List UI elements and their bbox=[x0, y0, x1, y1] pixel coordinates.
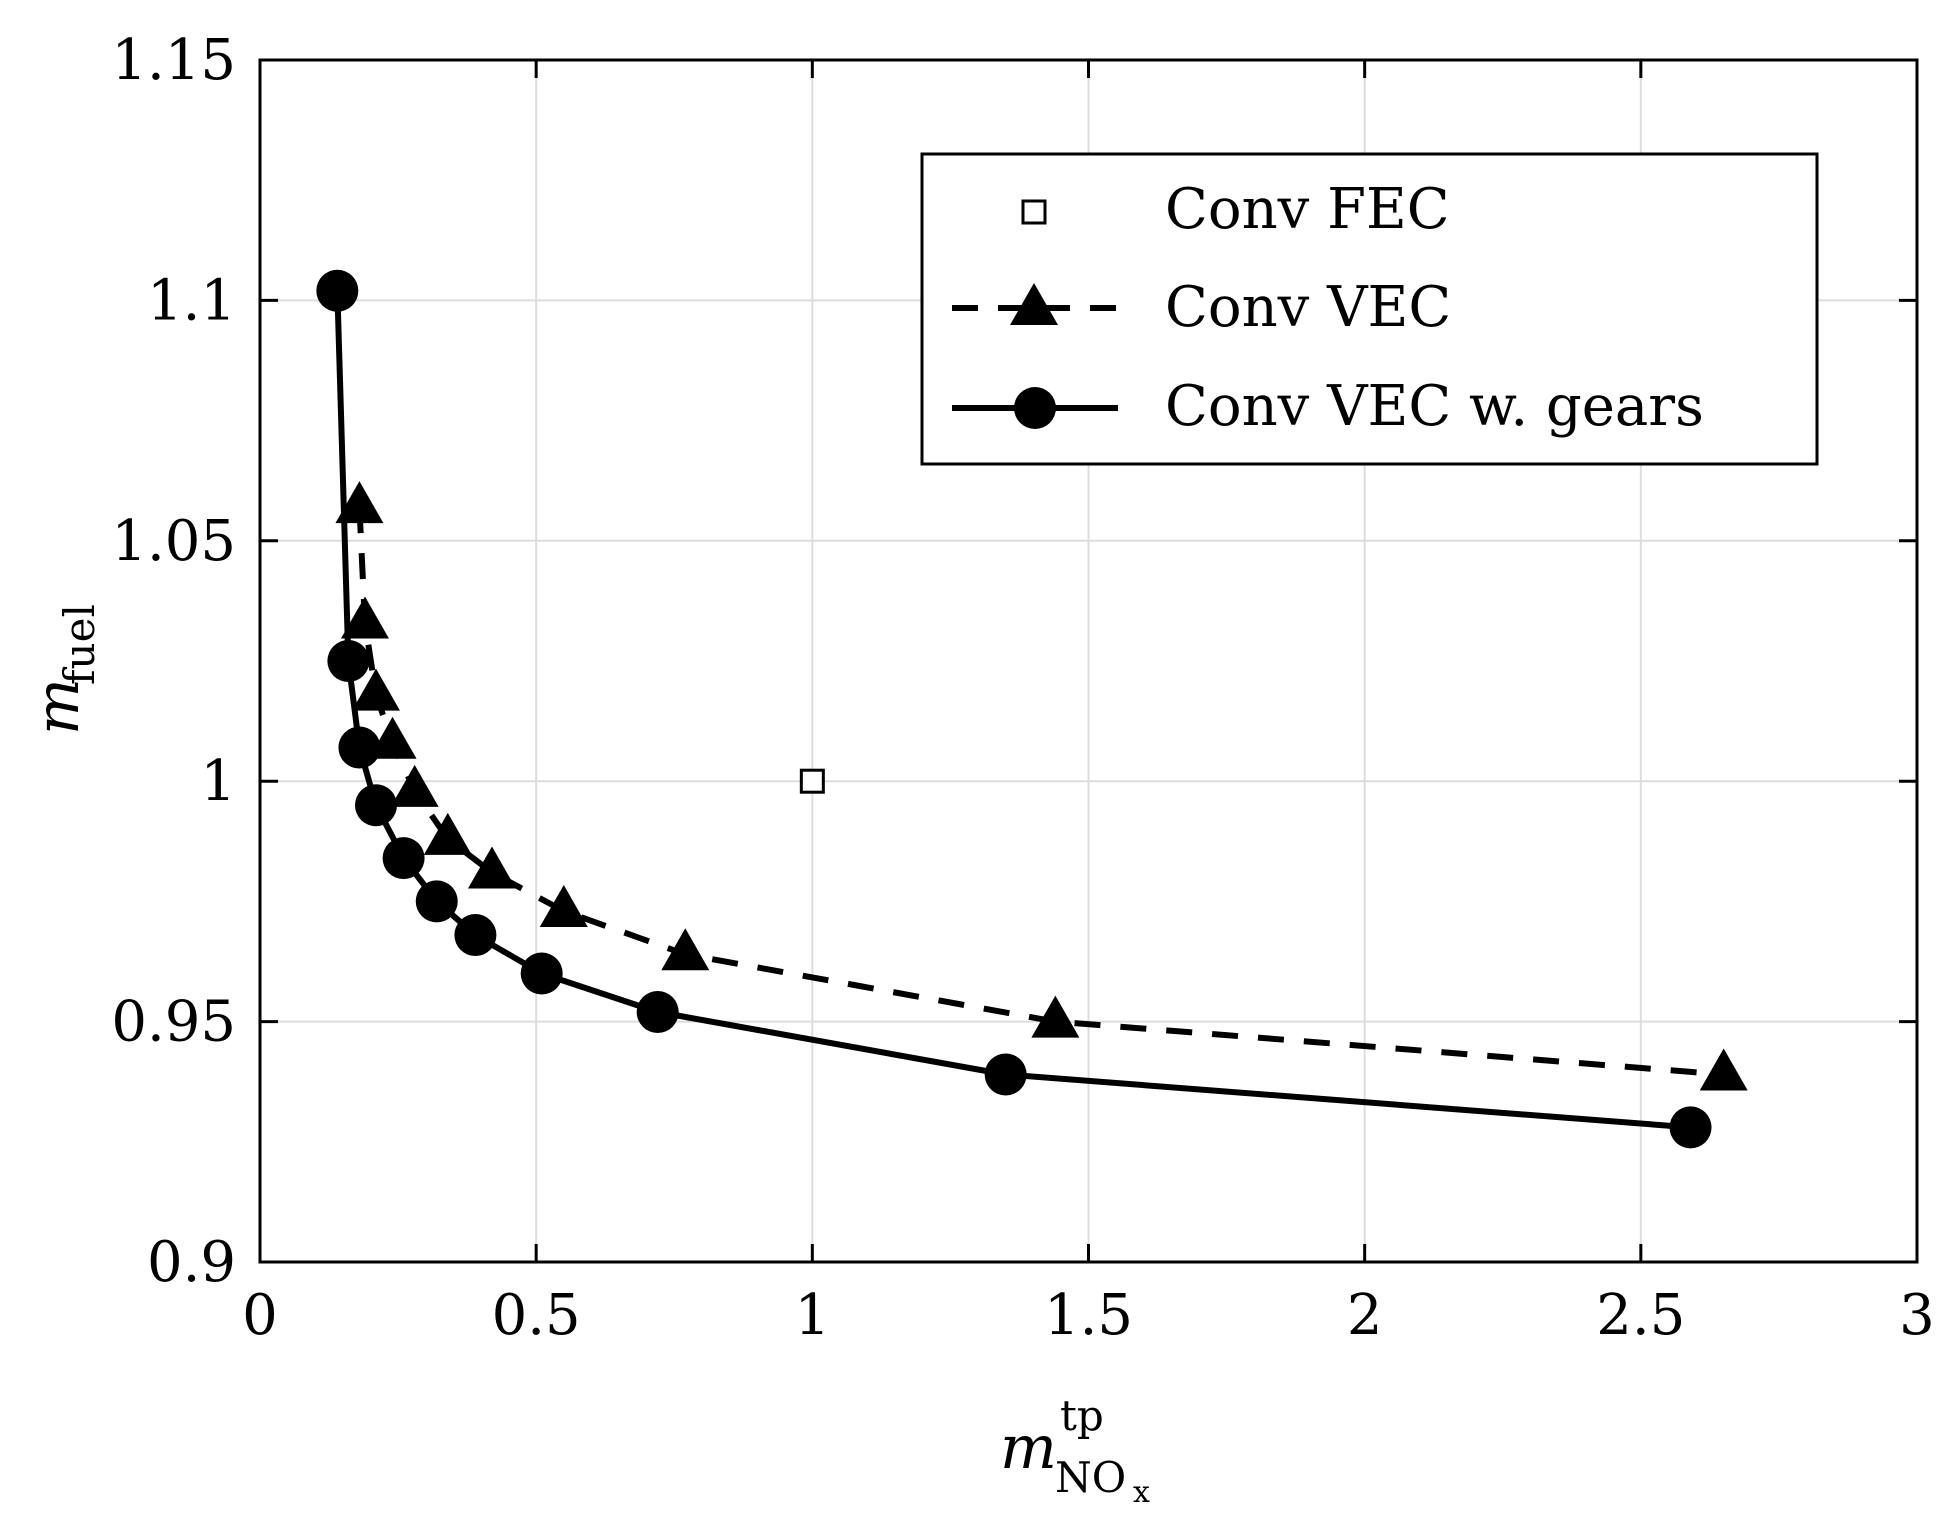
conv-vec-point bbox=[467, 846, 516, 889]
legend-box bbox=[920, 152, 1819, 466]
conv-vec-point bbox=[423, 812, 472, 855]
y-axis-label-sub: fuel bbox=[55, 604, 104, 685]
conv-vec-gears-point bbox=[354, 784, 397, 827]
legend-label-conv-vec: Conv VEC bbox=[1165, 275, 1451, 340]
conv-vec-point bbox=[351, 668, 400, 711]
legend-marker-circle bbox=[1014, 387, 1056, 429]
conv-vec-gears-point bbox=[520, 952, 563, 995]
y-tick-label: 0.95 bbox=[111, 990, 236, 1055]
conv-fec-point bbox=[799, 768, 825, 794]
conv-vec-point bbox=[368, 716, 417, 759]
y-axis-label-base: m bbox=[23, 678, 93, 735]
conv-vec-point bbox=[1699, 1048, 1748, 1091]
legend: Conv FEC Conv VEC Conv VEC w. gears bbox=[920, 152, 1819, 466]
conv-vec-gears-point bbox=[454, 914, 497, 957]
conv-vec-line bbox=[356, 507, 1724, 1078]
conv-vec-gears-point bbox=[1669, 1106, 1712, 1149]
x-tick-label: 2 bbox=[1347, 1283, 1383, 1348]
y-tick-label: 1 bbox=[200, 749, 236, 814]
axis-ticks bbox=[258, 58, 1919, 1264]
y-tick-label: 0.9 bbox=[147, 1230, 236, 1295]
y-tick-label: 1.15 bbox=[111, 28, 236, 93]
conv-vec-point bbox=[390, 764, 439, 807]
conv-vec-gears-point bbox=[338, 726, 381, 769]
x-tick-label: 3 bbox=[1899, 1283, 1935, 1348]
y-tick-label: 1.1 bbox=[147, 268, 236, 333]
conv-vec-point bbox=[340, 596, 389, 639]
conv-vec-point bbox=[539, 885, 588, 928]
conv-vec-point bbox=[335, 481, 384, 524]
conv-vec-gears-point bbox=[636, 990, 679, 1033]
x-axis-label-sup: tp bbox=[1060, 1391, 1104, 1440]
x-axis-label-subsub: x bbox=[1133, 1475, 1150, 1510]
conv-vec-point bbox=[661, 928, 710, 971]
x-tick-label: 0.5 bbox=[492, 1283, 581, 1348]
y-tick-label: 1.05 bbox=[111, 509, 236, 574]
x-tick-label: 0 bbox=[242, 1283, 278, 1348]
legend-label-conv-vec-w-gears: Conv VEC w. gears bbox=[1165, 374, 1704, 439]
legend-marker-triangle bbox=[1010, 283, 1058, 325]
y-axis-label: m fuel bbox=[23, 604, 104, 735]
conv-vec-gears-point bbox=[382, 837, 425, 880]
legend-label-conv-fec: Conv FEC bbox=[1165, 177, 1450, 242]
x-axis-label-sub: NO bbox=[1055, 1453, 1126, 1502]
x-axis-label-base: m bbox=[1000, 1413, 1057, 1483]
axis-tick-labels: 0 0.5 1 1.5 2 2.5 3 0.9 0.95 1 1.05 1.1 1.15 bbox=[111, 28, 1935, 1348]
x-tick-label: 1.5 bbox=[1044, 1283, 1133, 1348]
conv-vec-gears-point bbox=[984, 1053, 1027, 1096]
conv-vec-point bbox=[1031, 995, 1080, 1038]
data-series bbox=[316, 269, 1748, 1149]
x-tick-label: 2.5 bbox=[1596, 1283, 1685, 1348]
conv-vec-gears-point bbox=[415, 880, 458, 923]
legend-marker-square bbox=[1021, 199, 1047, 225]
conv-vec-gears-point bbox=[327, 640, 370, 682]
x-tick-label: 1 bbox=[795, 1283, 831, 1348]
conv-vec-gears-point bbox=[316, 269, 359, 312]
